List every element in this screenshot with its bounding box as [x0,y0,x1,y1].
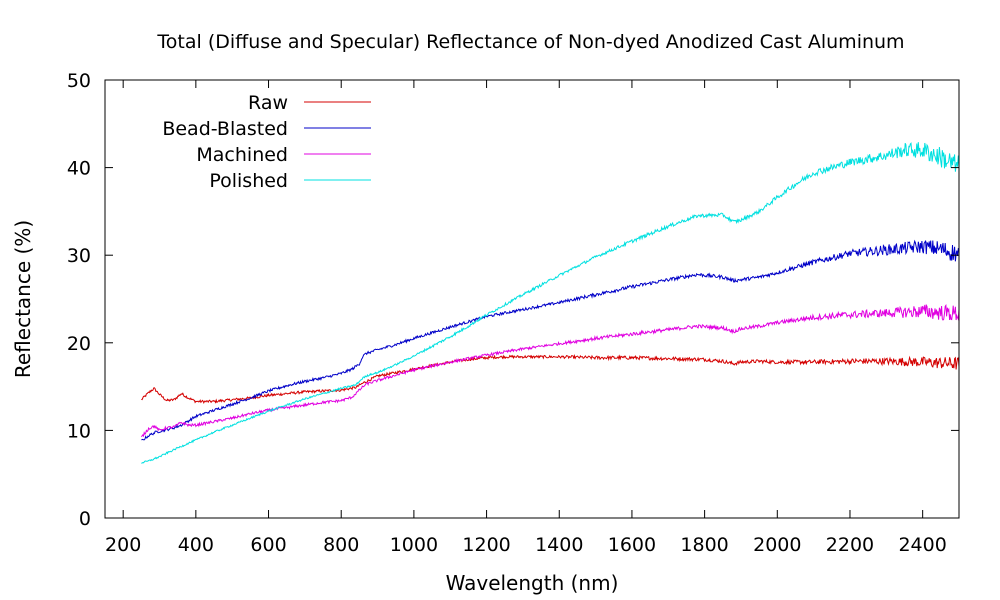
y-tick-label: 10 [67,420,91,442]
legend-label: Bead-Blasted [162,118,288,140]
plot-frame [104,79,960,519]
series-line-bead-blasted [141,239,960,441]
series-line-machined [140,303,960,438]
x-tick-label: 400 [178,534,214,556]
legend-label: Raw [248,92,288,114]
legend: Raw Bead-Blasted Machined Polished [162,92,371,192]
y-tick-label: 40 [67,158,91,180]
y-tick-label: 0 [79,508,91,530]
x-tick-label: 2000 [753,534,801,556]
y-axis-label: Reflectance (%) [11,220,35,378]
x-tick-label: 1200 [462,534,510,556]
x-axis-label: Wavelength (nm) [446,571,619,595]
x-tick-label: 1600 [608,534,656,556]
y-axis: 0 10 20 30 40 50 [67,70,959,530]
x-tick-label: 1800 [680,534,728,556]
y-tick-label: 30 [67,245,91,267]
series-line-polished [141,142,960,464]
y-tick-label: 50 [67,70,91,92]
y-tick-label: 20 [67,333,91,355]
chart-title: Total (Diffuse and Specular) Reflectance… [156,31,904,53]
x-tick-label: 200 [105,534,141,556]
legend-label: Polished [209,170,288,192]
series-line-raw [141,353,960,405]
x-axis: 200 400 600 800 1000 1200 1400 1600 1800 2000 2200… [105,80,947,556]
x-tick-label: 1000 [390,534,438,556]
x-tick-label: 800 [323,534,359,556]
x-tick-label: 2400 [898,534,946,556]
legend-label: Machined [196,144,288,166]
x-tick-label: 2200 [826,534,874,556]
x-tick-label: 600 [250,534,286,556]
x-tick-label: 1400 [535,534,583,556]
plot-area [140,142,960,464]
